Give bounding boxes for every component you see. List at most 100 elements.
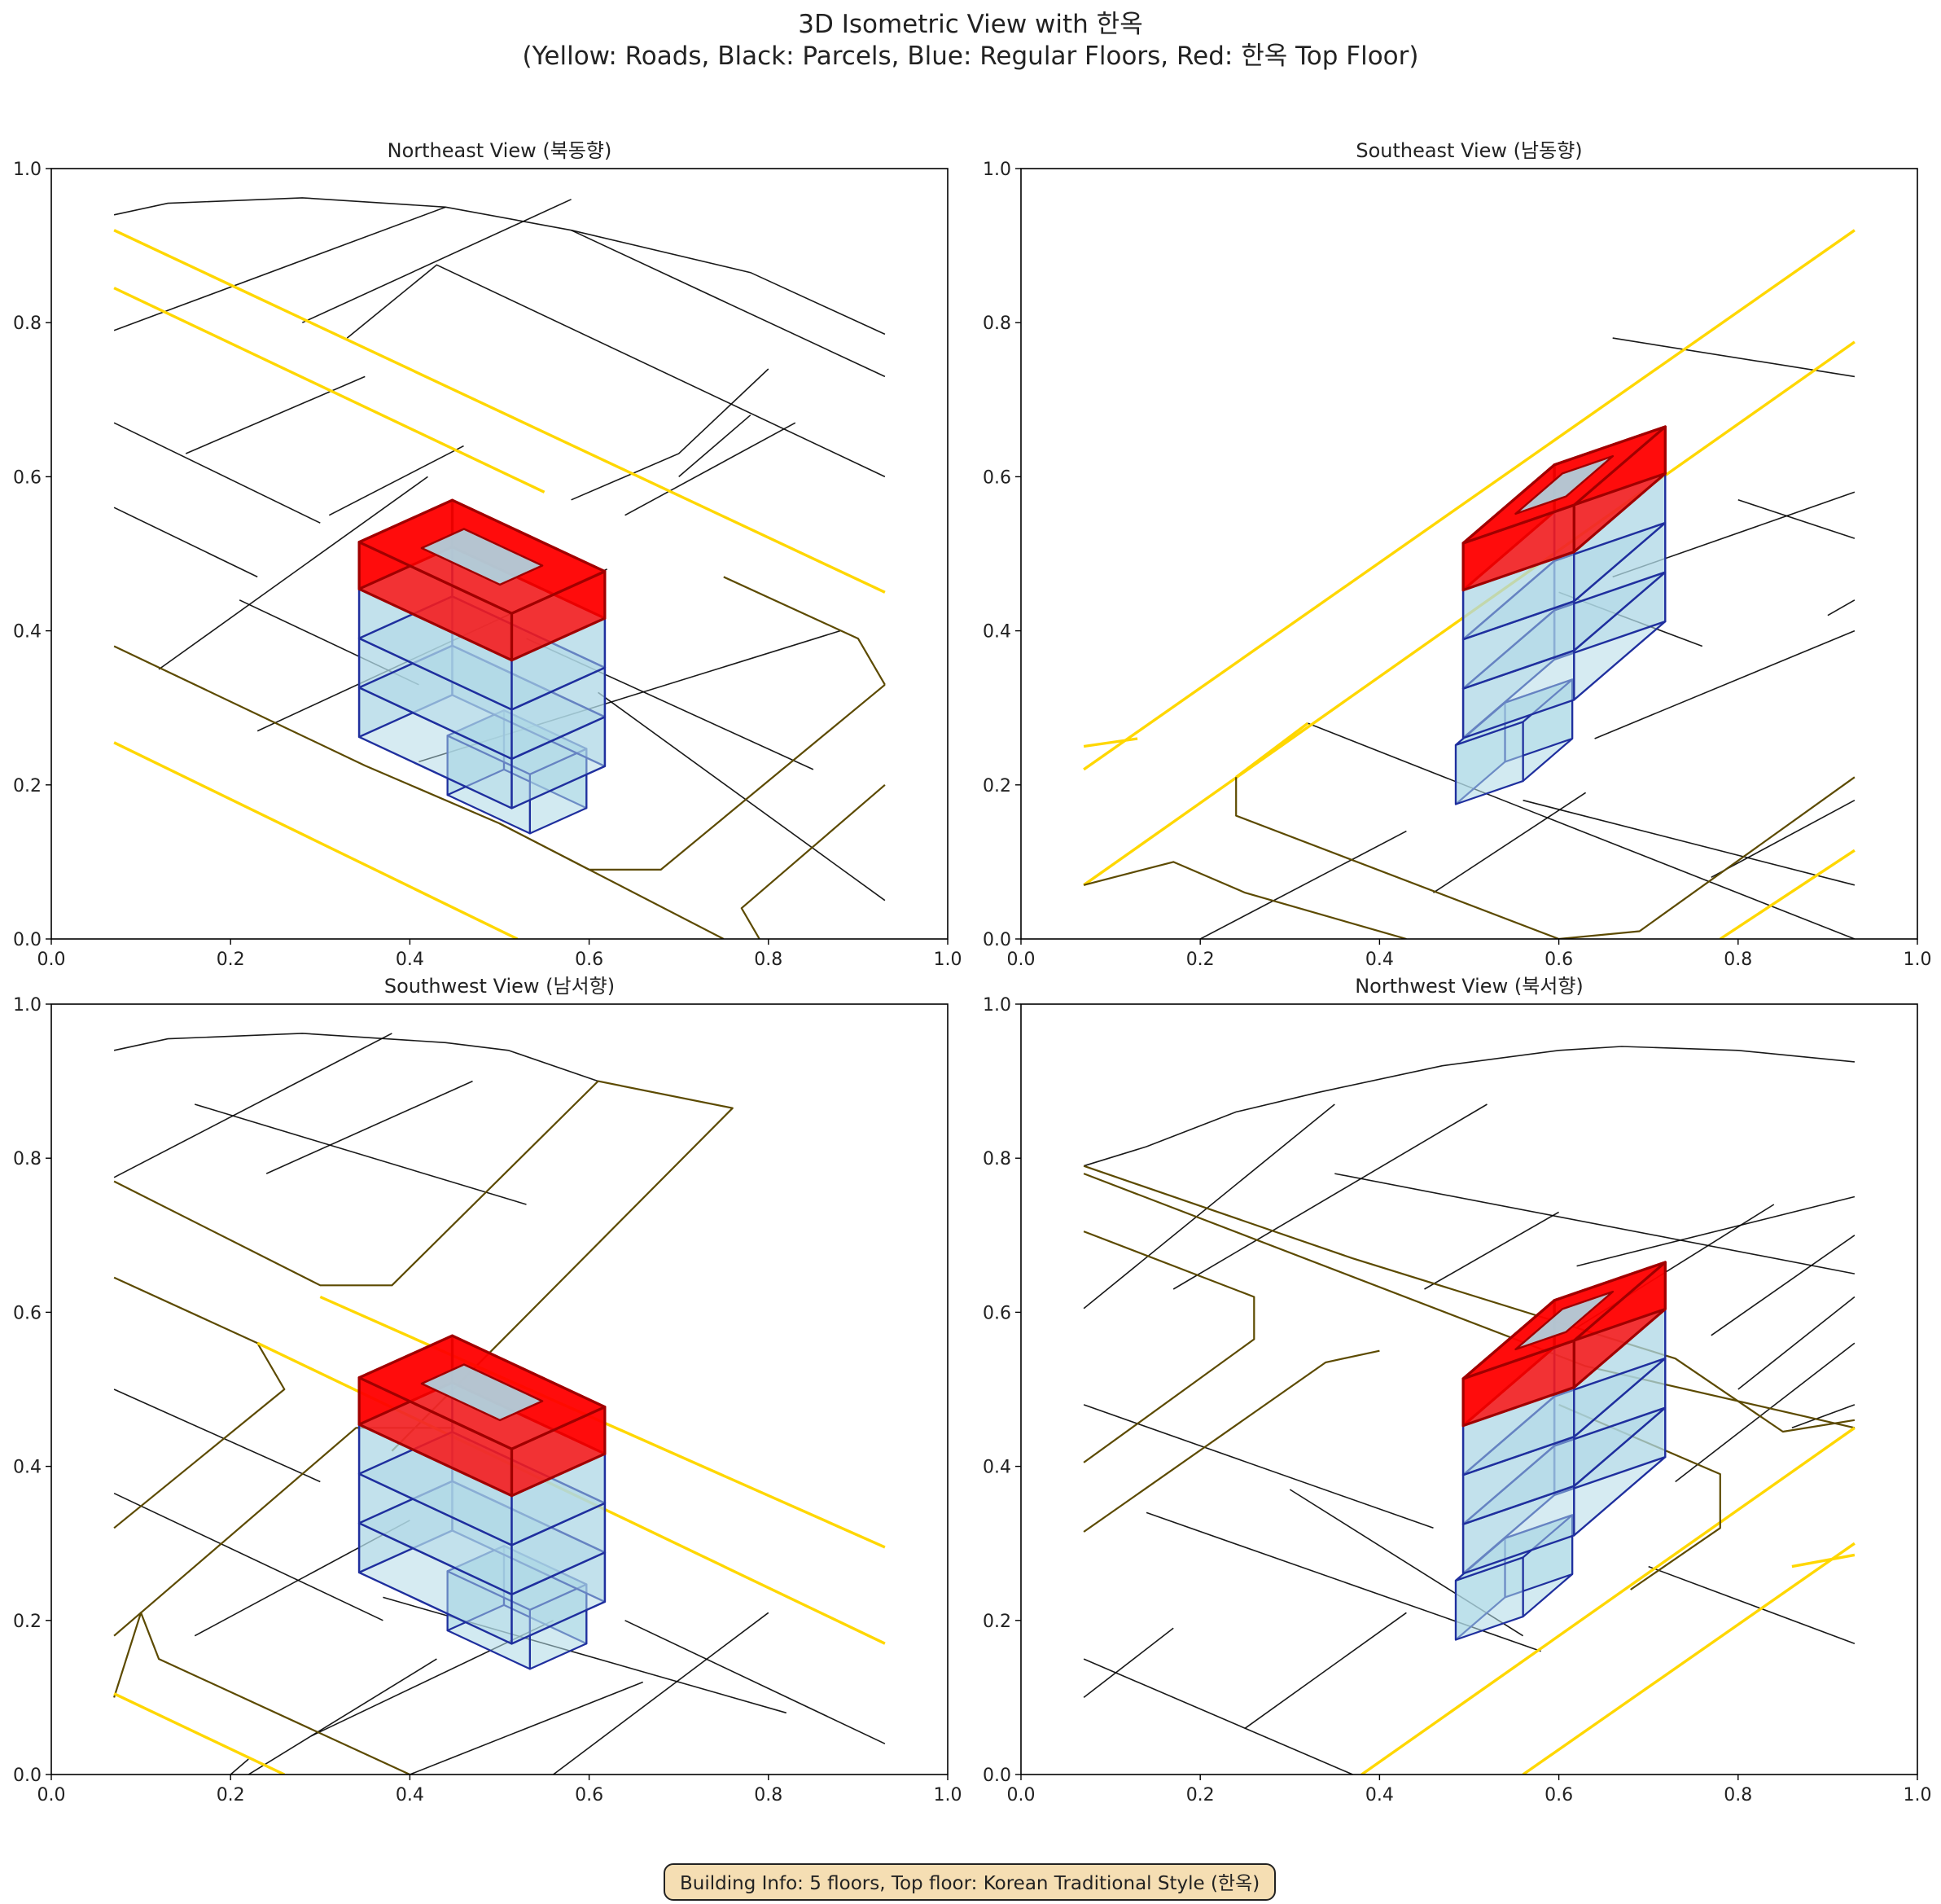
panel-3: Southwest View (남서향) 0.0 0.2 0.4 0.6 0.8 1.0 0.…	[13, 975, 962, 1805]
parcel-line	[1083, 1103, 1335, 1310]
road-line	[113, 1692, 286, 1775]
panel-title: Southeast View (남동향)	[1356, 139, 1582, 162]
hanok-courtyard	[1514, 1290, 1615, 1351]
x-tick-label: 0.2	[1186, 1785, 1215, 1805]
y-tick-label: 0.2	[13, 776, 42, 796]
parcel-line	[1675, 1342, 1856, 1483]
parcel-line	[678, 415, 751, 478]
parcel-line	[1433, 792, 1587, 893]
x-tick-label: 0.4	[1365, 1785, 1394, 1805]
plot-area	[1083, 1046, 1856, 1775]
y-tick-label: 1.0	[983, 995, 1011, 1016]
parcel-line	[1172, 1103, 1488, 1290]
y-tick-label: 0.8	[983, 314, 1011, 334]
y-tick-label: 0.4	[13, 622, 42, 643]
parcel-line	[1083, 1658, 1353, 1775]
road-line	[113, 645, 725, 939]
y-tick-label: 1.0	[13, 995, 42, 1016]
x-tick-label: 0.6	[575, 950, 603, 970]
parcel-line	[1594, 630, 1856, 739]
x-tick-label: 0.0	[37, 950, 66, 970]
parcel-line	[571, 229, 886, 378]
panel-title: Northeast View (북동향)	[388, 139, 612, 162]
panel-title: Southwest View (남서향)	[384, 975, 615, 998]
parcel-line	[158, 476, 428, 670]
y-tick-label: 0.6	[983, 1303, 1011, 1323]
road-line	[1719, 849, 1856, 939]
parcel-line	[248, 1658, 437, 1775]
y-tick-label: 0.8	[13, 314, 42, 334]
parcel-line	[113, 197, 886, 336]
parcel-line	[1523, 799, 1856, 886]
plot-area	[113, 197, 886, 939]
plot-area	[113, 1033, 886, 1775]
y-tick-label: 0.4	[13, 1458, 42, 1478]
x-tick-label: 1.0	[1904, 1785, 1932, 1805]
parcel-line	[410, 1681, 643, 1775]
x-tick-label: 0.8	[1724, 950, 1752, 970]
parcel-line	[1199, 830, 1407, 939]
x-tick-label: 0.4	[396, 1785, 424, 1805]
y-tick-label: 0.8	[983, 1149, 1011, 1169]
x-tick-label: 0.0	[37, 1785, 66, 1805]
road-line	[1791, 1553, 1856, 1568]
parcel-line	[113, 1033, 392, 1178]
road-line	[1083, 1165, 1856, 1433]
parcel-line	[1737, 499, 1856, 539]
x-tick-label: 0.6	[1544, 950, 1573, 970]
x-tick-label: 0.2	[217, 950, 245, 970]
x-tick-label: 0.6	[1544, 1785, 1573, 1805]
road-line	[1235, 776, 1856, 939]
panel-2: Southeast View (남동향) 0.0 0.2 0.4 0.6 0.8 1.0 0.…	[983, 139, 1932, 970]
x-tick-label: 0.4	[1365, 950, 1394, 970]
y-tick-label: 1.0	[13, 160, 42, 180]
parcel-line	[1083, 1404, 1434, 1529]
parcel-line	[624, 422, 796, 516]
parcel-line	[1083, 1627, 1174, 1699]
parcel-line	[185, 375, 366, 454]
road-line	[113, 741, 519, 939]
axes-frame	[1020, 1003, 1918, 1775]
y-tick-label: 0.6	[13, 1303, 42, 1323]
panel-1: Northeast View (북동향) 0.0 0.2 0.4 0.6 0.8 1.0 0.…	[13, 139, 962, 970]
parcel-line	[1576, 1195, 1856, 1267]
x-tick-label: 1.0	[934, 950, 962, 970]
parcel-line	[1711, 1235, 1856, 1336]
x-tick-label: 0.4	[396, 950, 424, 970]
x-tick-label: 0.6	[575, 1785, 603, 1805]
parcel-line	[230, 1758, 249, 1775]
road-line	[498, 683, 886, 871]
parcel-line	[1334, 1173, 1856, 1274]
x-tick-label: 0.8	[754, 950, 782, 970]
x-tick-label: 0.0	[1007, 950, 1036, 970]
road-line	[1083, 1349, 1380, 1533]
x-tick-label: 1.0	[1904, 950, 1932, 970]
parcel-line	[346, 264, 886, 478]
x-tick-label: 1.0	[934, 1785, 962, 1805]
y-tick-label: 0.0	[13, 930, 42, 950]
y-tick-label: 0.0	[983, 1766, 1011, 1786]
axes-frame	[1020, 168, 1918, 940]
parcel-line	[1737, 1296, 1856, 1390]
parcel-line	[1612, 337, 1856, 378]
y-tick-label: 0.2	[13, 1612, 42, 1632]
y-tick-label: 0.2	[983, 1612, 1011, 1632]
parcel-line	[113, 206, 446, 331]
road-line	[740, 783, 886, 939]
road-line	[1083, 737, 1138, 748]
y-tick-label: 0.6	[983, 467, 1011, 488]
y-tick-label: 0.4	[983, 622, 1011, 643]
parcel-line	[113, 507, 258, 578]
axes-frame	[50, 1003, 949, 1775]
parcel-line	[113, 422, 321, 524]
y-tick-label: 0.8	[13, 1149, 42, 1169]
road-line	[1083, 1231, 1255, 1463]
y-tick-label: 1.0	[983, 160, 1011, 180]
road-line	[1235, 722, 1309, 779]
y-tick-label: 0.0	[13, 1766, 42, 1786]
parcel-line	[598, 691, 886, 902]
parcel-line	[265, 1080, 473, 1174]
parcel-line	[1244, 1612, 1407, 1729]
panels: Northeast View (북동향) 0.0 0.2 0.4 0.6 0.8 1.0 0.…	[13, 139, 1932, 1805]
